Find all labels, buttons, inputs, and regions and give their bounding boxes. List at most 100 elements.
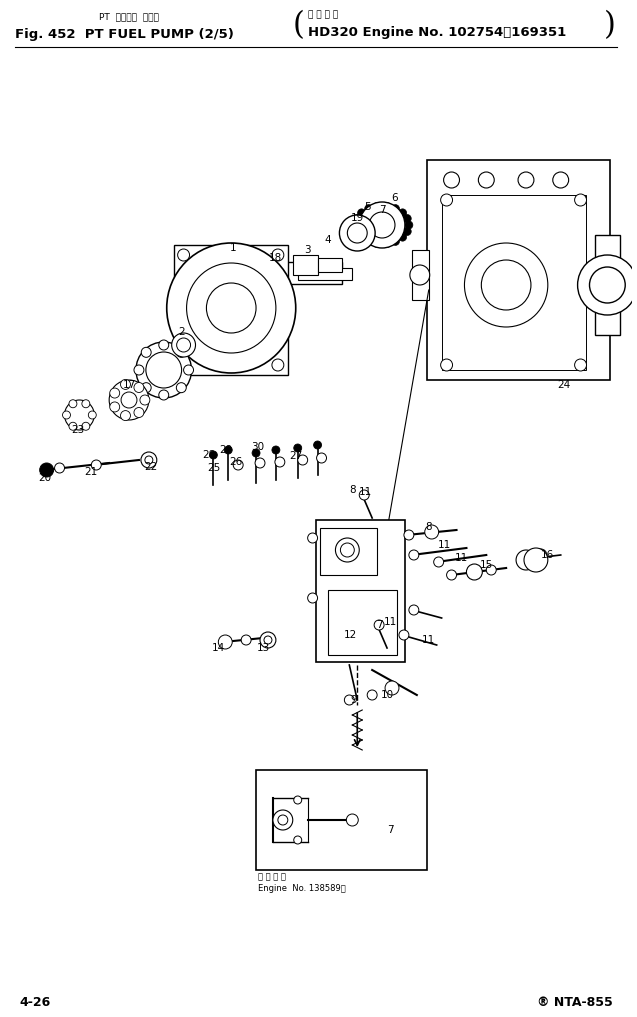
Text: 26: 26 <box>229 457 243 467</box>
Circle shape <box>159 340 169 350</box>
Text: 適 用 号 機: 適 用 号 機 <box>258 872 286 881</box>
Text: HD320 Engine No. 102754～169351: HD320 Engine No. 102754～169351 <box>308 26 566 39</box>
Circle shape <box>578 255 637 315</box>
Circle shape <box>120 411 131 421</box>
Circle shape <box>109 380 149 420</box>
Text: 6: 6 <box>392 193 398 203</box>
Text: 16: 16 <box>541 550 554 560</box>
Bar <box>315 520 405 662</box>
Circle shape <box>347 814 358 826</box>
Circle shape <box>233 460 243 470</box>
Circle shape <box>486 565 496 575</box>
Circle shape <box>443 172 459 188</box>
Circle shape <box>575 359 587 371</box>
Circle shape <box>373 240 382 247</box>
Circle shape <box>399 208 406 217</box>
Circle shape <box>409 605 419 615</box>
Circle shape <box>141 348 151 357</box>
Circle shape <box>392 237 399 245</box>
Circle shape <box>409 550 419 560</box>
Circle shape <box>224 446 233 454</box>
Circle shape <box>141 382 151 393</box>
Bar <box>596 235 620 335</box>
Text: ): ) <box>603 10 615 41</box>
Circle shape <box>272 446 280 454</box>
Circle shape <box>69 400 77 408</box>
Text: 11: 11 <box>455 553 468 563</box>
Text: 23: 23 <box>71 425 84 435</box>
Text: 1: 1 <box>230 243 236 253</box>
Bar <box>318 258 342 272</box>
Circle shape <box>482 260 531 310</box>
Text: 4: 4 <box>324 235 331 245</box>
Circle shape <box>399 233 406 241</box>
Circle shape <box>91 460 101 470</box>
Text: 7: 7 <box>376 620 382 630</box>
Circle shape <box>272 249 284 261</box>
Circle shape <box>159 390 169 400</box>
Text: 9: 9 <box>350 695 357 705</box>
Circle shape <box>146 352 182 388</box>
Circle shape <box>466 564 482 580</box>
Circle shape <box>353 228 361 236</box>
Circle shape <box>275 457 285 467</box>
Circle shape <box>178 359 190 371</box>
Text: (: ( <box>293 10 304 41</box>
Circle shape <box>218 635 233 649</box>
Text: 11: 11 <box>438 540 451 550</box>
Circle shape <box>369 212 395 238</box>
Text: 2: 2 <box>178 327 185 337</box>
Text: 5: 5 <box>364 202 371 212</box>
Circle shape <box>176 348 186 357</box>
Circle shape <box>317 453 327 463</box>
Circle shape <box>392 204 399 213</box>
Circle shape <box>359 490 369 500</box>
Bar <box>268 262 342 284</box>
Circle shape <box>294 836 302 844</box>
Circle shape <box>425 525 439 539</box>
Circle shape <box>172 333 196 357</box>
Circle shape <box>82 422 90 430</box>
Circle shape <box>64 400 94 430</box>
Text: 8: 8 <box>426 522 432 532</box>
Circle shape <box>121 392 137 408</box>
Circle shape <box>252 448 260 457</box>
Circle shape <box>308 593 318 603</box>
Text: 15: 15 <box>480 560 493 570</box>
Circle shape <box>340 215 375 251</box>
Bar <box>293 255 318 275</box>
Circle shape <box>518 172 534 188</box>
Text: 29: 29 <box>220 445 233 455</box>
Circle shape <box>464 243 548 327</box>
Text: Engine  No. 138589～: Engine No. 138589～ <box>258 884 346 893</box>
Circle shape <box>447 570 457 580</box>
Circle shape <box>340 543 354 557</box>
Text: 11: 11 <box>383 617 397 627</box>
Circle shape <box>141 452 157 468</box>
Text: Fig. 452  PT FUEL PUMP (2/5): Fig. 452 PT FUEL PUMP (2/5) <box>15 28 234 41</box>
Text: ® NTA-855: ® NTA-855 <box>536 996 612 1009</box>
Circle shape <box>176 382 186 393</box>
Circle shape <box>140 395 150 405</box>
Circle shape <box>110 402 120 412</box>
Circle shape <box>383 202 390 211</box>
Bar <box>256 770 427 870</box>
Circle shape <box>178 249 190 261</box>
Text: 11: 11 <box>359 487 372 497</box>
Circle shape <box>120 379 131 390</box>
Circle shape <box>210 451 217 459</box>
Circle shape <box>441 359 452 371</box>
Circle shape <box>176 338 190 352</box>
Circle shape <box>357 233 366 241</box>
Bar <box>174 245 288 375</box>
Circle shape <box>313 441 322 448</box>
Text: 27: 27 <box>289 451 303 461</box>
Circle shape <box>403 228 412 236</box>
Circle shape <box>478 172 494 188</box>
Text: 14: 14 <box>211 643 225 653</box>
Circle shape <box>39 463 54 477</box>
Circle shape <box>434 557 443 567</box>
Text: 30: 30 <box>252 442 264 452</box>
Circle shape <box>273 810 293 830</box>
Circle shape <box>399 630 409 640</box>
